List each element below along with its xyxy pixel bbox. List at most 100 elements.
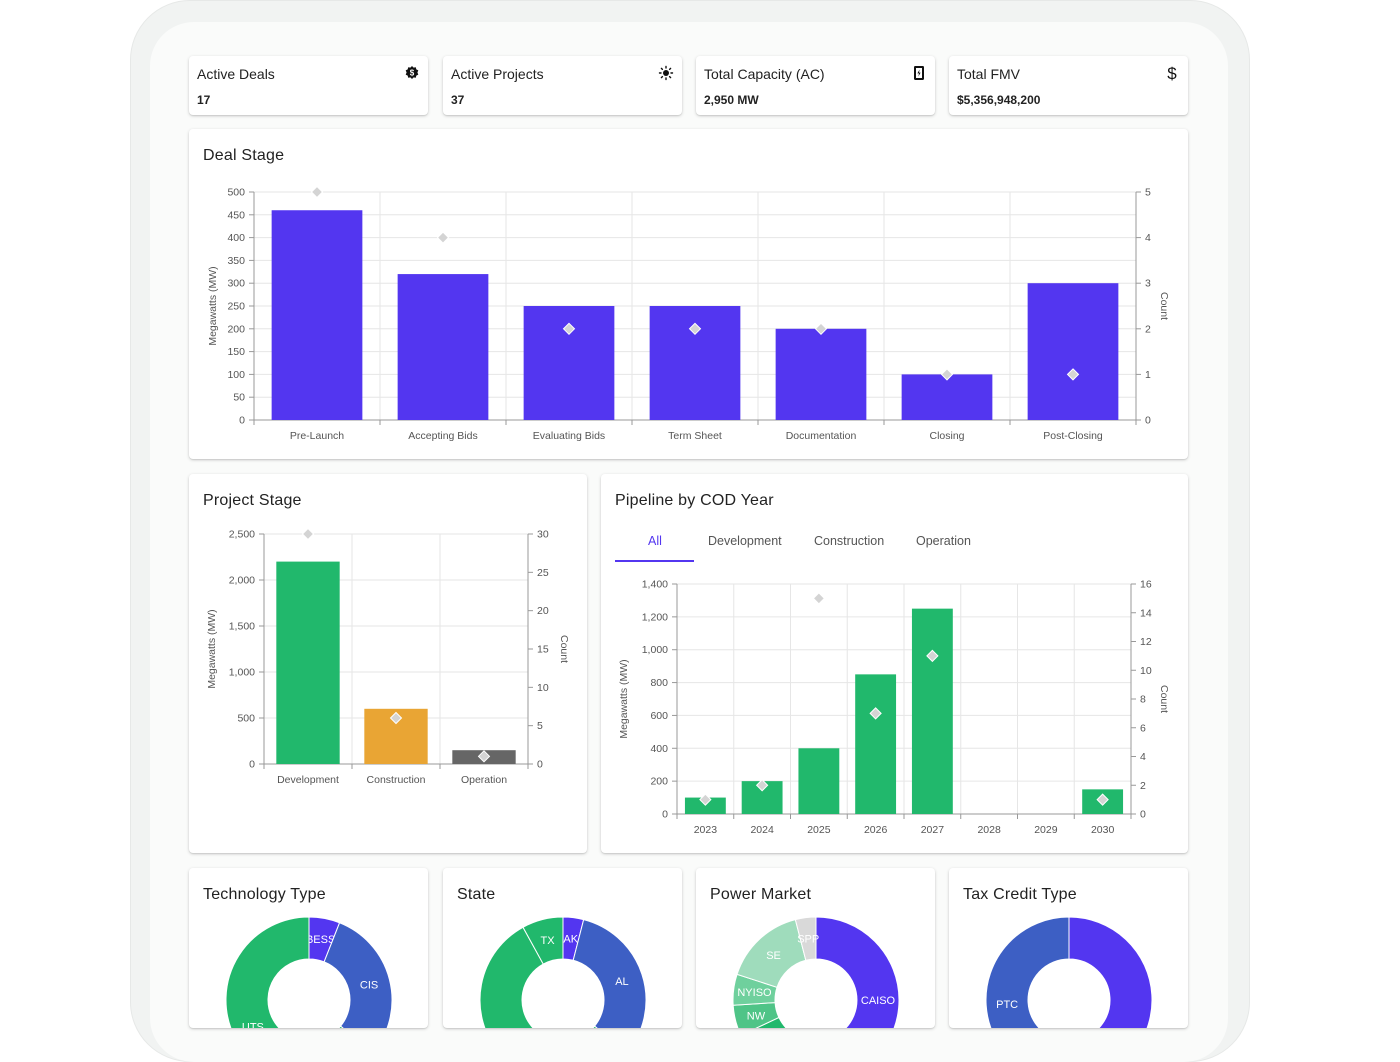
- y-tick-label: 1,000: [229, 667, 255, 679]
- y-tick-label: 1,400: [642, 579, 668, 591]
- kpi-card-total-fmv[interactable]: Total FMV $5,356,948,200 $: [949, 56, 1188, 115]
- kpi-value: 17: [197, 93, 211, 107]
- kpi-title: Total FMV: [957, 66, 1021, 82]
- y-tick-label: 150: [227, 346, 245, 358]
- slice-label: NYISO: [737, 987, 772, 999]
- technology-type-donut: BESS CIS UTS: [225, 916, 393, 1028]
- count-marker: [436, 231, 450, 244]
- y2-tick-label: 16: [1140, 579, 1152, 591]
- state-donut: AKALILTX: [479, 916, 647, 1028]
- y2-tick-label: 3: [1145, 278, 1151, 290]
- bar: [911, 608, 953, 814]
- y2-tick-label: 8: [1140, 694, 1146, 706]
- y2-tick-label: 10: [1140, 665, 1152, 677]
- tab-development[interactable]: Development: [708, 534, 782, 548]
- bar: [1027, 283, 1119, 420]
- state-card: State AKALILTX: [443, 868, 682, 1028]
- card-title: Technology Type: [203, 886, 326, 903]
- y2-tick-label: 0: [1145, 415, 1151, 427]
- y-tick-label: 1,200: [642, 611, 668, 623]
- x-tick-label: Accepting Bids: [408, 430, 477, 442]
- bar: [397, 274, 489, 420]
- pipeline-chart: 0 200 400 600 800 1,000 1,200 1,400 0 2 4 6 8 10 12 14 1…: [618, 579, 1170, 837]
- kpi-card-total-capacity[interactable]: Total Capacity (AC) 2,950 MW: [696, 56, 935, 115]
- x-tick-label: 2025: [807, 824, 831, 836]
- y-tick-label: 0: [239, 415, 245, 427]
- card-title: State: [457, 886, 496, 903]
- card-title: Project Stage: [203, 492, 302, 509]
- count-marker: [389, 711, 403, 725]
- x-tick-label: Closing: [929, 430, 964, 442]
- count-marker: [926, 649, 939, 663]
- slice-label: CIS: [360, 980, 378, 992]
- kpi-card-active-deals[interactable]: Active Deals 17 $: [189, 56, 428, 115]
- kpi-card-active-projects[interactable]: Active Projects 37: [443, 56, 682, 115]
- y-tick-label: 450: [227, 209, 245, 221]
- x-tick-label: Operation: [461, 774, 507, 786]
- kpi-value: $5,356,948,200: [957, 93, 1041, 107]
- deal-stage-card: Deal Stage 0 50 100 150 200 250 300 350 400 450 50…: [189, 129, 1188, 459]
- card-title: Tax Credit Type: [963, 886, 1077, 903]
- y2-axis-title: Count: [1158, 292, 1170, 320]
- x-tick-label: Documentation: [786, 430, 857, 442]
- tab-operation[interactable]: Operation: [916, 534, 971, 548]
- count-marker: [301, 527, 315, 541]
- y-tick-label: 1,000: [642, 644, 668, 656]
- y-tick-label: 50: [233, 392, 245, 404]
- y-tick-label: 2,000: [229, 575, 255, 587]
- y2-tick-label: 5: [1145, 187, 1151, 199]
- y2-tick-label: 1: [1145, 369, 1151, 381]
- technology-type-card: Technology Type BESS CIS UTS: [189, 868, 428, 1028]
- x-tick-label: Pre-Launch: [290, 430, 344, 442]
- count-marker: [812, 592, 826, 605]
- slice-label: AK: [563, 933, 578, 945]
- y-tick-label: 200: [650, 776, 668, 788]
- slice-label: TX: [541, 935, 556, 947]
- count-marker: [688, 322, 702, 336]
- donut-slice: [815, 916, 900, 1028]
- y-tick-label: 350: [227, 255, 245, 267]
- card-title: Power Market: [710, 886, 812, 903]
- tax-credit-type-donut: PTC: [985, 916, 1153, 1028]
- y2-tick-label: 4: [1145, 232, 1151, 244]
- y2-tick-label: 14: [1140, 607, 1152, 619]
- bar: [855, 674, 897, 814]
- count-marker: [477, 750, 491, 763]
- y2-axis-title: Count: [558, 635, 570, 663]
- y2-tick-label: 30: [537, 529, 549, 541]
- count-marker: [1096, 793, 1109, 806]
- donut-slice: [985, 916, 1070, 1028]
- donut-slice: [572, 918, 647, 1028]
- deal-stage-chart: 0 50 100 150 200 250 300 350 400 450 500 0 1 2 3 4 5 Mega…: [207, 185, 1170, 442]
- slice-label: UTS: [242, 1021, 264, 1028]
- y-tick-label: 500: [227, 187, 245, 199]
- tab-construction[interactable]: Construction: [814, 534, 885, 548]
- bar: [271, 210, 363, 420]
- x-tick-label: Development: [277, 774, 339, 786]
- y2-tick-label: 0: [537, 759, 543, 771]
- y-tick-label: 0: [249, 759, 255, 771]
- y-tick-label: 0: [662, 809, 668, 821]
- slice-label: NW: [747, 1010, 766, 1022]
- kpi-value: 37: [451, 93, 465, 107]
- y-axis-title: Megawatts (MW): [618, 659, 630, 738]
- donut-slice: [794, 916, 817, 961]
- battery-icon: [914, 66, 924, 80]
- count-marker: [755, 779, 769, 792]
- y-tick-label: 300: [227, 278, 245, 290]
- card-title: Deal Stage: [203, 147, 285, 164]
- y2-axis-title: Count: [1158, 685, 1170, 713]
- donut-slice: [522, 916, 564, 965]
- dollar-icon: $: [1167, 65, 1177, 81]
- y-tick-label: 600: [650, 710, 668, 722]
- bar: [798, 748, 840, 814]
- sun-icon: [658, 65, 674, 81]
- kpi-title: Active Projects: [451, 66, 544, 82]
- slice-label: SE: [766, 950, 781, 962]
- x-tick-label: 2028: [977, 824, 1001, 836]
- slice-label: SPP: [797, 933, 819, 945]
- x-tick-label: Construction: [367, 774, 426, 786]
- tab-all[interactable]: All: [648, 534, 662, 548]
